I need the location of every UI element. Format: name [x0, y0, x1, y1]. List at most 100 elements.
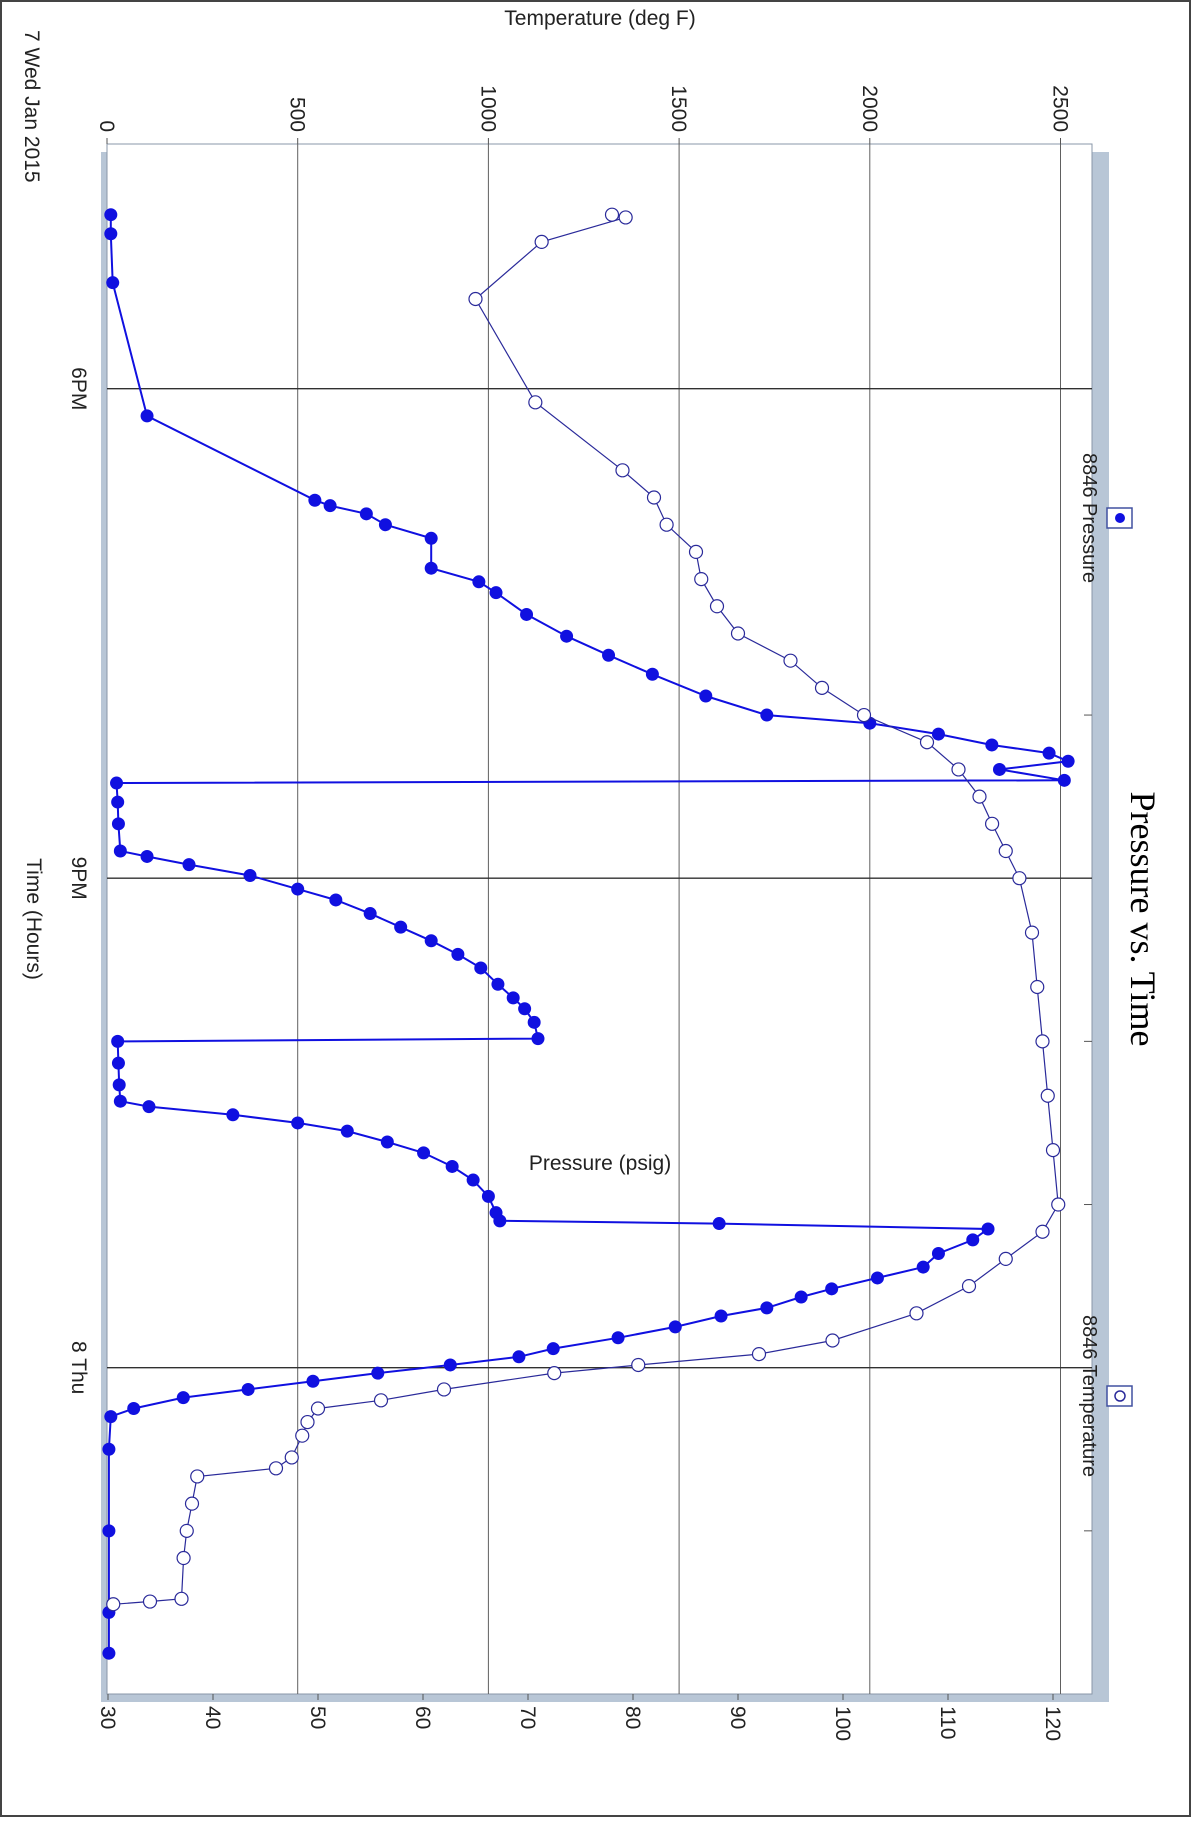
pressure-point: [243, 868, 257, 882]
temperature-point: [604, 207, 620, 222]
temperature-point: [174, 1591, 189, 1606]
pressure-point: [102, 1646, 116, 1660]
pressure-point: [140, 409, 154, 423]
pressure-point: [714, 1309, 728, 1323]
temperature-point: [998, 1251, 1013, 1267]
pressure-point: [531, 1032, 545, 1046]
pressure-point: [520, 607, 534, 621]
temperature-point: [814, 680, 830, 695]
pressure-point: [931, 727, 945, 741]
temperature-tick-label: 30: [96, 1706, 119, 1729]
temperature-point: [751, 1346, 767, 1362]
pressure-point: [176, 1391, 190, 1405]
pressure-point: [111, 817, 125, 831]
temperature-point: [783, 653, 798, 668]
legend-pressure-marker: [1115, 513, 1125, 523]
temperature-point: [310, 1401, 326, 1416]
pressure-point: [371, 1366, 385, 1380]
temperature-point: [547, 1366, 562, 1381]
temperature-point: [1035, 1224, 1050, 1239]
pressure-point: [102, 1524, 116, 1538]
pressure-point: [645, 667, 659, 681]
temperature-tick-label: 70: [516, 1706, 539, 1729]
pressure-point: [931, 1246, 945, 1260]
pressure-point: [394, 920, 408, 934]
temperature-tick-label: 90: [726, 1706, 749, 1729]
pressure-point: [443, 1358, 457, 1372]
temperature-tick-label: 120: [1041, 1706, 1064, 1741]
temperature-point: [1051, 1197, 1066, 1212]
pressure-tick-label: 2000: [858, 85, 881, 132]
temperature-point: [468, 291, 483, 307]
pressure-point: [518, 1002, 532, 1016]
pressure-point: [451, 947, 465, 961]
temperature-point: [909, 1306, 924, 1321]
pressure-point: [760, 1301, 774, 1315]
temperature-point: [1040, 1088, 1055, 1103]
series-layer: [102, 207, 1075, 1660]
time-tick-label: 8 Thu: [67, 1341, 90, 1394]
pressure-point: [182, 858, 196, 872]
pressure-point: [111, 795, 125, 809]
pressure-point: [363, 907, 377, 921]
temperature-point: [951, 762, 966, 777]
temperature-point: [919, 735, 935, 750]
chart-title: Pressure vs. Time: [1123, 791, 1163, 1046]
pressure-tick-label: 2500: [1049, 85, 1072, 132]
pressure-point: [110, 776, 124, 790]
temperature-point: [1030, 979, 1045, 995]
pressure-point: [466, 1173, 480, 1187]
pressure-point: [112, 1078, 126, 1092]
temperature-point: [646, 490, 662, 505]
pressure-point: [127, 1401, 141, 1415]
pressure-point: [111, 1056, 125, 1070]
pressure-point: [291, 1116, 305, 1130]
pressure-point: [306, 1374, 320, 1388]
pressure-point: [142, 1100, 156, 1114]
pressure-point: [111, 1034, 125, 1048]
pressure-point: [825, 1282, 839, 1296]
grid-layer: [107, 144, 1092, 1694]
temperature-point: [856, 707, 872, 723]
pressure-point: [140, 849, 154, 863]
pressure-point: [794, 1290, 808, 1304]
pressure-point: [378, 518, 392, 532]
pressure-point: [308, 493, 322, 507]
temperature-point: [1035, 1034, 1050, 1049]
temperature-point: [106, 1597, 121, 1612]
pressure-point: [527, 1015, 541, 1029]
pressure-point: [113, 844, 127, 858]
temperature-tick-label: 100: [831, 1706, 854, 1741]
temperature-point: [184, 1496, 200, 1511]
pressure-tick-label: 0: [95, 120, 118, 132]
temperature-point: [730, 626, 746, 641]
temperature-point: [972, 789, 987, 804]
pressure-tick-label: 1000: [476, 85, 499, 132]
pressure-point: [102, 1442, 116, 1456]
time-tick-label: 9PM: [67, 857, 90, 900]
temperature-point: [190, 1469, 205, 1484]
pressure-point: [104, 1410, 118, 1424]
legend-temperature-box: [1106, 1385, 1133, 1407]
temperature-point: [659, 517, 674, 532]
temperature-point: [688, 544, 704, 559]
temperature-tick-label: 110: [936, 1706, 959, 1739]
temperature-point: [1045, 1143, 1061, 1158]
temperature-tick-label: 80: [621, 1706, 644, 1729]
pressure-point: [512, 1350, 526, 1364]
pressure-point: [602, 648, 616, 662]
pressure-point: [104, 227, 118, 241]
pressure-tick-label: 1500: [667, 85, 690, 132]
temperature-point: [373, 1393, 389, 1408]
pressure-point: [104, 208, 118, 222]
temperature-point: [1012, 871, 1027, 886]
temperature-point: [436, 1382, 452, 1397]
legend-pressure: 8846 Pressure: [1078, 453, 1133, 583]
pressure-point: [1057, 773, 1071, 787]
plot-area: [106, 143, 1093, 1695]
axis-layer: 0 500 1000 1500 2000 2500 30 40 50 60 70 80 90 100 110…: [67, 85, 1092, 1741]
pressure-point: [474, 961, 488, 975]
pressure-point: [291, 882, 305, 896]
legend-temperature-label: 8846 Temperature: [1078, 1315, 1100, 1477]
